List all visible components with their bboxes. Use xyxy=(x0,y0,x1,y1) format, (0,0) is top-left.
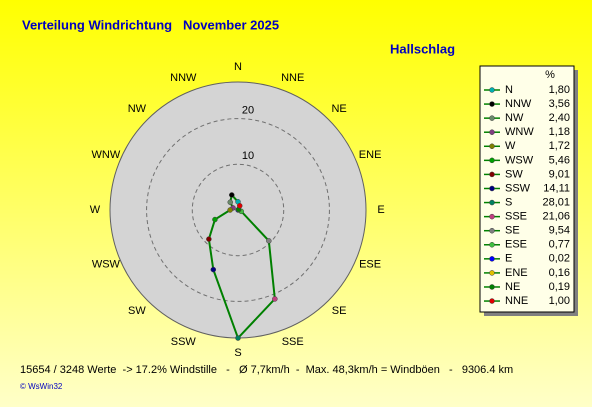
marker xyxy=(206,236,212,242)
legend-value: 1,00 xyxy=(549,295,570,307)
legend-marker xyxy=(489,256,495,262)
legend-value: 0,77 xyxy=(549,239,570,251)
legend-value: 28,01 xyxy=(542,196,570,208)
legend-value: 1,80 xyxy=(549,84,570,96)
marker xyxy=(266,238,272,244)
legend-marker xyxy=(489,129,495,135)
marker xyxy=(227,199,233,205)
grid-circle xyxy=(146,118,330,302)
direction-label: SW xyxy=(128,305,146,317)
legend-value: 1,18 xyxy=(549,126,570,138)
legend-name: NE xyxy=(505,281,520,293)
legend-value: 21,06 xyxy=(542,211,570,223)
legend-value: 3,56 xyxy=(549,98,570,110)
legend-marker xyxy=(489,87,495,93)
legend-value: 14,11 xyxy=(543,182,570,194)
legend-marker xyxy=(489,115,495,121)
r-tick-label: 10 xyxy=(242,150,254,162)
legend-name: SSE xyxy=(505,211,527,223)
legend-unit: % xyxy=(545,69,555,81)
legend-name: SSW xyxy=(505,182,531,194)
marker xyxy=(235,335,241,341)
legend-marker xyxy=(489,270,495,276)
direction-label: SSW xyxy=(171,336,197,348)
direction-label: N xyxy=(234,61,242,73)
direction-label: NNW xyxy=(170,72,197,84)
legend-name: WNW xyxy=(505,126,534,138)
legend-name: SW xyxy=(505,168,523,180)
legend-value: 0,19 xyxy=(549,281,570,293)
station: Hallschlag xyxy=(390,41,455,56)
direction-label: ENE xyxy=(359,149,382,161)
legend-value: 1,72 xyxy=(549,140,570,152)
legend-name: W xyxy=(505,140,516,152)
legend-marker xyxy=(489,227,495,234)
legend-marker xyxy=(489,284,495,290)
legend-name: E xyxy=(505,253,512,265)
legend-marker xyxy=(489,213,495,220)
marker xyxy=(229,192,235,198)
direction-label: WSW xyxy=(92,259,121,271)
legend-value: 0,02 xyxy=(549,253,570,265)
legend-marker xyxy=(489,157,495,164)
direction-label: NW xyxy=(128,103,147,115)
legend-marker xyxy=(489,171,495,178)
legend-marker xyxy=(489,199,495,206)
legend-marker xyxy=(489,298,495,304)
legend-name: NNE xyxy=(505,295,528,307)
legend-value: 5,46 xyxy=(549,154,570,166)
direction-label: W xyxy=(90,204,101,216)
legend-value: 9,54 xyxy=(549,225,570,237)
legend-value: 0,16 xyxy=(549,267,570,279)
marker xyxy=(236,203,243,209)
r-tick-label: 20 xyxy=(242,104,254,116)
legend-name: NW xyxy=(505,112,524,124)
legend-name: S xyxy=(505,196,512,208)
legend-marker xyxy=(489,242,495,248)
legend-name: ENE xyxy=(505,267,528,279)
direction-label: SE xyxy=(332,305,347,317)
marker xyxy=(227,207,233,213)
marker xyxy=(210,266,217,273)
legend-name: ESE xyxy=(505,239,527,251)
chart-title: Verteilung Windrichtung November 2025 xyxy=(22,17,279,32)
legend-marker xyxy=(489,185,495,192)
legend-name: N xyxy=(505,84,513,96)
legend-value: 9,01 xyxy=(549,168,570,180)
legend-value: 2,40 xyxy=(549,112,570,124)
direction-label: E xyxy=(377,204,384,216)
direction-label: WNW xyxy=(92,149,121,161)
direction-label: SSE xyxy=(282,336,304,348)
direction-label: ESE xyxy=(359,259,381,271)
legend-name: SE xyxy=(505,225,520,237)
direction-label: NE xyxy=(331,103,346,115)
legend-name: WSW xyxy=(505,154,534,166)
grid-circle xyxy=(191,163,285,257)
direction-label: S xyxy=(234,347,241,359)
legend-marker xyxy=(489,101,495,107)
marker xyxy=(272,296,278,302)
credit: © WsWin32 xyxy=(20,382,63,391)
legend-marker xyxy=(489,143,495,150)
direction-label: NNE xyxy=(281,72,304,84)
marker xyxy=(212,216,218,223)
footer: 15654 / 3248 Werte -> 17.2% Windstille -… xyxy=(20,364,513,376)
legend-name: NNW xyxy=(505,98,532,110)
